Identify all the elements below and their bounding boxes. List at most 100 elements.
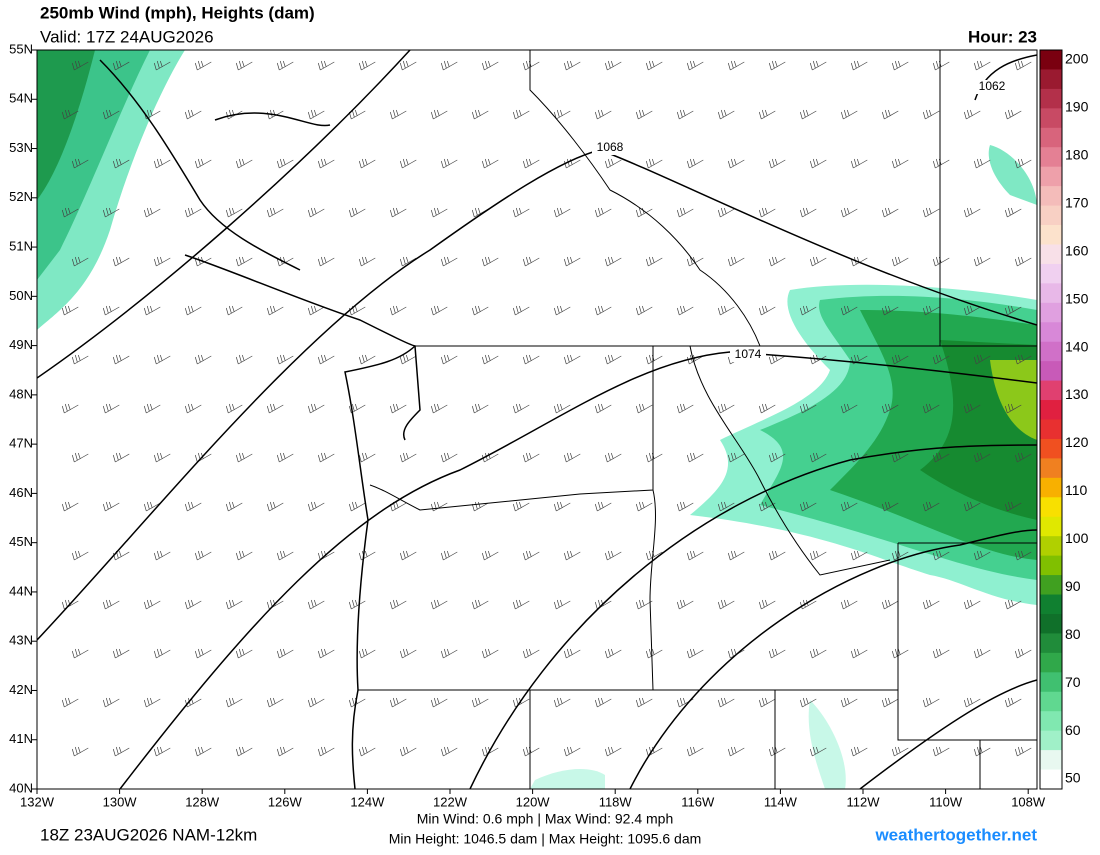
wind-barb <box>184 501 202 512</box>
wind-barb <box>399 158 417 169</box>
wind-shading <box>990 360 1037 440</box>
wind-barb <box>522 256 540 267</box>
wind-barb <box>512 403 530 414</box>
wind-barb <box>963 403 981 414</box>
wind-barb <box>194 550 212 561</box>
color-swatch <box>1040 613 1062 634</box>
color-swatch <box>1040 50 1062 70</box>
wind-barb <box>1014 354 1032 365</box>
wind-barb <box>1004 599 1022 610</box>
height-contours <box>37 50 1037 789</box>
wind-barb <box>604 550 622 561</box>
wind-barb <box>399 648 417 659</box>
wind-barb <box>594 207 612 218</box>
wind-barb <box>522 550 540 561</box>
wind-barb <box>471 207 489 218</box>
wind-barb <box>809 158 827 169</box>
color-swatch <box>1040 166 1062 187</box>
wind-barb <box>225 207 243 218</box>
wind-barb <box>307 403 325 414</box>
wind-barb <box>512 109 530 120</box>
wind-barb <box>891 648 909 659</box>
wind-barb <box>963 109 981 120</box>
wind-barb <box>686 158 704 169</box>
wind-barb <box>225 501 243 512</box>
color-swatch <box>1040 575 1062 596</box>
wind-barb <box>727 60 745 71</box>
wind-barb <box>1014 550 1032 561</box>
wind-barb <box>276 354 294 365</box>
wind-barb <box>276 256 294 267</box>
wind-barb <box>430 501 448 512</box>
colorbar-label: 50 <box>1065 770 1081 786</box>
wind-barb <box>153 550 171 561</box>
wind-barb <box>963 207 981 218</box>
color-swatch <box>1040 244 1062 265</box>
site-link[interactable]: weathertogether.net <box>874 825 1037 844</box>
model-run: 18Z 23AUG2026 NAM-12km <box>40 825 257 844</box>
wind-barb <box>153 256 171 267</box>
wind-barb <box>1014 648 1032 659</box>
wind-barb <box>348 207 366 218</box>
wind-barb <box>768 746 786 757</box>
wind-barb <box>973 158 991 169</box>
colorbar-label: 70 <box>1065 674 1081 690</box>
wind-barb <box>512 305 530 316</box>
wind-barb <box>389 697 407 708</box>
wind-shading <box>808 700 846 789</box>
lat-label: 48N <box>9 386 33 401</box>
colorbar-label: 200 <box>1065 51 1089 67</box>
wind-barb <box>563 550 581 561</box>
wind-barb <box>850 746 868 757</box>
wind-barb <box>430 599 448 610</box>
title: 250mb Wind (mph), Heights (dam) <box>40 3 315 22</box>
wind-barb <box>389 501 407 512</box>
wind-barb <box>358 550 376 561</box>
wind-barb <box>184 207 202 218</box>
wind-barb <box>102 207 120 218</box>
wind-barb <box>594 305 612 316</box>
wind-barb <box>963 305 981 316</box>
wind-barb <box>553 697 571 708</box>
wind-barb <box>112 746 130 757</box>
wind-barb <box>1014 158 1032 169</box>
lat-label: 54N <box>9 91 33 106</box>
color-swatch <box>1040 497 1062 518</box>
wind-barb <box>61 403 79 414</box>
wind-barb <box>758 501 776 512</box>
wind-barb <box>399 60 417 71</box>
wind-barb <box>809 648 827 659</box>
wind-barb <box>358 60 376 71</box>
wind-barb <box>891 550 909 561</box>
wind-barb <box>563 354 581 365</box>
wind-barb <box>1004 697 1022 708</box>
lon-label: 108W <box>1011 794 1046 809</box>
wind-barb <box>440 60 458 71</box>
wind-barb <box>194 452 212 463</box>
wind-barb <box>276 648 294 659</box>
wind-barb <box>799 109 817 120</box>
wind-barb <box>440 452 458 463</box>
wind-barb <box>635 697 653 708</box>
contour <box>37 50 411 379</box>
color-swatch <box>1040 419 1062 440</box>
wind-barb <box>194 746 212 757</box>
wind-barb <box>348 501 366 512</box>
wind-barb <box>153 648 171 659</box>
wind-barb <box>881 501 899 512</box>
wind-barb <box>71 354 89 365</box>
wind-barb <box>676 207 694 218</box>
lat-label: 42N <box>9 682 33 697</box>
wind-barb <box>840 305 858 316</box>
wind-barb <box>768 158 786 169</box>
wind-barb <box>440 256 458 267</box>
wind-barb <box>676 403 694 414</box>
wind-barb <box>194 648 212 659</box>
wind-barb <box>645 746 663 757</box>
wind-barb <box>594 599 612 610</box>
wind-barb <box>881 697 899 708</box>
wind-barb <box>553 599 571 610</box>
wind-barb <box>102 403 120 414</box>
forecast-hour: Hour: 23 <box>968 27 1037 46</box>
colorbar-label: 120 <box>1065 434 1089 450</box>
